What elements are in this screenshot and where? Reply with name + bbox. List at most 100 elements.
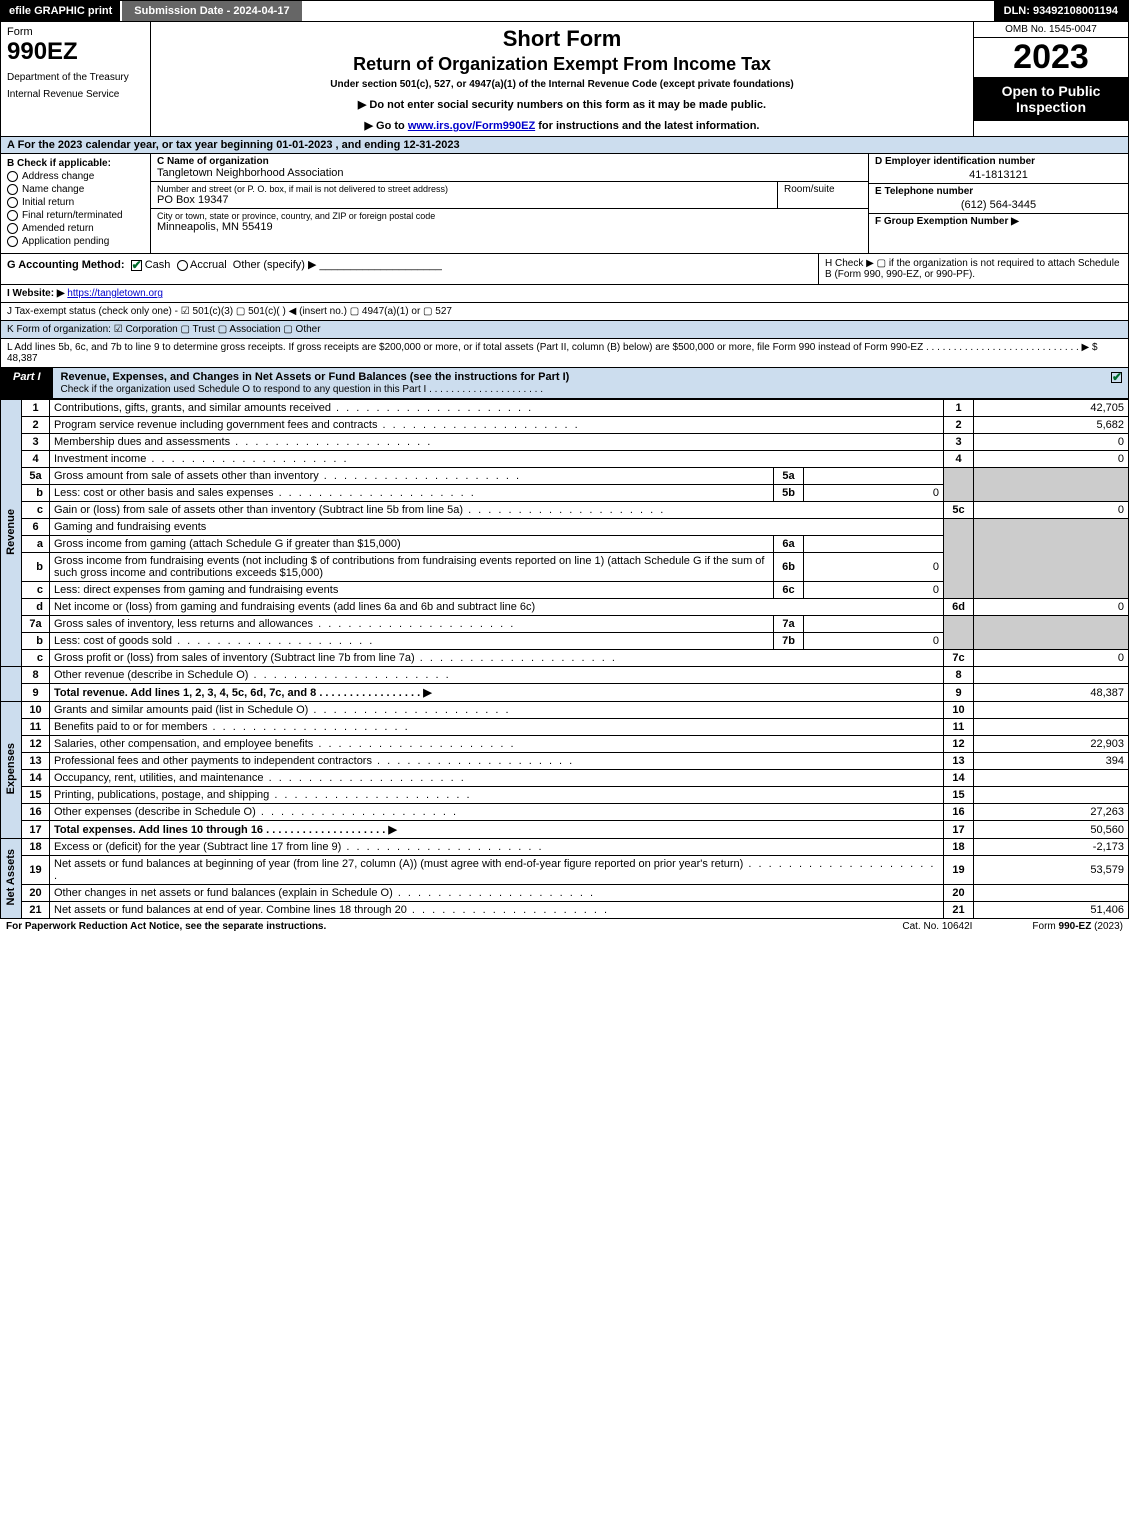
shade-7ab-val [974,616,1129,650]
chk-amended-return[interactable] [7,223,18,234]
org-city: Minneapolis, MN 55419 [157,221,862,233]
b-title: B Check if applicable: [7,158,144,169]
e-phone-value: (612) 564-3445 [875,197,1122,211]
line-11-desc: Benefits paid to or for members [54,721,410,733]
line-7b-inlab: 7b [774,633,804,650]
return-title: Return of Organization Exempt From Incom… [161,54,963,75]
line-5b-inval: 0 [804,485,944,502]
short-form-title: Short Form [161,26,963,52]
line-14-desc: Occupancy, rent, utilities, and maintena… [54,772,466,784]
c-room-label: Room/suite [778,182,868,209]
line-4-rlab: 4 [944,451,974,468]
i-label: I Website: ▶ [7,288,65,299]
line-11-num: 11 [22,719,50,736]
opt-application-pending: Application pending [22,236,109,247]
shade-6abc [944,519,974,599]
line-2-num: 2 [22,417,50,434]
line-3-rlab: 3 [944,434,974,451]
row-g-h: G Accounting Method: Cash Accrual Other … [0,254,1129,285]
shade-5ab [944,468,974,502]
line-16-desc: Other expenses (describe in Schedule O) [54,806,458,818]
line-14-val [974,770,1129,787]
chk-final-return[interactable] [7,210,18,221]
col-c-org-info: C Name of organization Tangletown Neighb… [151,154,868,253]
line-18-num: 18 [22,839,50,856]
g-label: G Accounting Method: [7,259,125,271]
line-16-rlab: 16 [944,804,974,821]
line-4-val: 0 [974,451,1129,468]
opt-address-change: Address change [22,171,94,182]
subtitle: Under section 501(c), 527, or 4947(a)(1)… [161,79,963,90]
line-5c-val: 0 [974,502,1129,519]
line-8-val [974,667,1129,684]
line-10-num: 10 [22,702,50,719]
inst2-post: for instructions and the latest informat… [535,120,759,132]
opt-initial-return: Initial return [22,197,74,208]
f-group-exemption-label: F Group Exemption Number ▶ [875,216,1019,227]
instruction-ssn: ▶ Do not enter social security numbers o… [161,98,963,111]
chk-accrual[interactable] [177,260,188,271]
line-19-num: 19 [22,856,50,885]
line-19-val: 53,579 [974,856,1129,885]
line-17-val: 50,560 [974,821,1129,839]
row-i-website: I Website: ▶ https://tangletown.org [0,285,1129,303]
footer-catno: Cat. No. 10642I [902,921,972,932]
footer-formref: Form 990-EZ (2023) [1032,921,1123,932]
d-ein-value: 41-1813121 [875,167,1122,181]
open-public-inspection: Open to Public Inspection [974,77,1128,121]
chk-initial-return[interactable] [7,197,18,208]
chk-name-change[interactable] [7,184,18,195]
opt-final-return: Final return/terminated [22,210,123,221]
e-phone-label: E Telephone number [875,186,973,197]
chk-cash[interactable] [131,260,142,271]
line-17-rlab: 17 [944,821,974,839]
line-9-val: 48,387 [974,684,1129,702]
line-7a-num: 7a [22,616,50,633]
line-9-rlab: 9 [944,684,974,702]
col-b-check-applicable: B Check if applicable: Address change Na… [1,154,151,253]
part-1-header: Part I Revenue, Expenses, and Changes in… [0,368,1129,399]
line-12-num: 12 [22,736,50,753]
line-7c-val: 0 [974,650,1129,667]
line-10-val [974,702,1129,719]
submission-date: Submission Date - 2024-04-17 [120,1,301,21]
net-assets-section-label: Net Assets [1,839,22,919]
l-value: 48,387 [7,353,38,364]
line-21-val: 51,406 [974,902,1129,919]
line-6c-inlab: 6c [774,582,804,599]
inst2-pre: ▶ Go to [365,120,408,132]
line-10-rlab: 10 [944,702,974,719]
section-b-through-f: B Check if applicable: Address change Na… [0,154,1129,254]
footer-paperwork: For Paperwork Reduction Act Notice, see … [6,921,326,932]
line-5a-inlab: 5a [774,468,804,485]
h-schedule-b: H Check ▶ ▢ if the organization is not r… [818,254,1128,284]
chk-application-pending[interactable] [7,236,18,247]
line-7b-num: b [22,633,50,650]
chk-address-change[interactable] [7,171,18,182]
line-5b-num: b [22,485,50,502]
row-l-gross-receipts: L Add lines 5b, 6c, and 7b to line 9 to … [0,339,1129,368]
line-8-num: 8 [22,667,50,684]
shade-7ab [944,616,974,650]
line-10-desc: Grants and similar amounts paid (list in… [54,704,511,716]
irs-link[interactable]: www.irs.gov/Form990EZ [408,120,535,132]
part-1-title-text: Revenue, Expenses, and Changes in Net As… [61,371,570,383]
form-header: Form 990EZ Department of the Treasury In… [0,22,1129,137]
chk-schedule-o-part1[interactable] [1111,372,1122,383]
line-5c-desc: Gain or (loss) from sale of assets other… [54,504,665,516]
revenue-section-label: Revenue [1,400,22,667]
expenses-section-label: Expenses [1,702,22,839]
line-20-num: 20 [22,885,50,902]
tax-year: 2023 [974,38,1128,77]
line-15-rlab: 15 [944,787,974,804]
dln-label: DLN: 93492108001194 [994,1,1128,21]
line-1-num: 1 [22,400,50,417]
line-13-desc: Professional fees and other payments to … [54,755,574,767]
line-12-val: 22,903 [974,736,1129,753]
line-7c-num: c [22,650,50,667]
efile-print-label[interactable]: efile GRAPHIC print [1,1,120,21]
line-21-desc: Net assets or fund balances at end of ye… [54,904,609,916]
website-link[interactable]: https://tangletown.org [67,288,163,299]
line-5c-num: c [22,502,50,519]
footer-form-bold: 990-EZ [1059,921,1092,932]
